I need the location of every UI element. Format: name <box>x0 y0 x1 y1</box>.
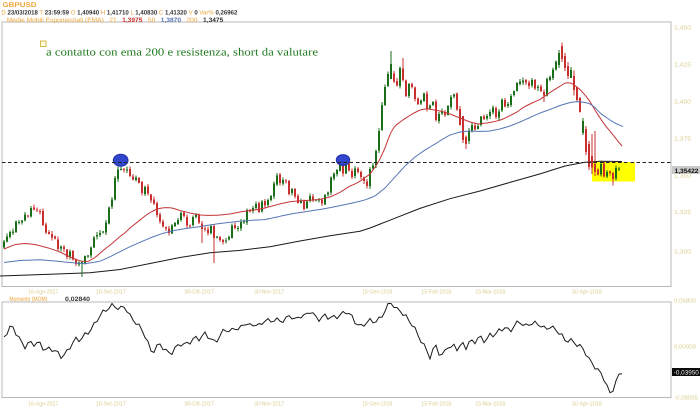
svg-text:GBPUSD: GBPUSD <box>3 2 37 9</box>
svg-text:30-Nov-2017: 30-Nov-2017 <box>254 289 285 296</box>
svg-text:a contatto con ema 200 e resis: a contatto con ema 200 e resistenza, sho… <box>46 47 318 59</box>
svg-text:1,300: 1,300 <box>674 249 692 256</box>
svg-text:D 23/03/2018 T 23:59:59 O 1,40: D 23/03/2018 T 23:59:59 O 1,40940 H 1,41… <box>1 10 237 17</box>
svg-text:15-Set-2017: 15-Set-2017 <box>96 289 127 296</box>
svg-text:0,00000: 0,00000 <box>674 344 697 351</box>
svg-text:0,06800: 0,06800 <box>674 298 697 305</box>
svg-text:-0,08055: -0,08055 <box>674 395 699 402</box>
svg-text:30-Apr-2018: 30-Apr-2018 <box>572 401 603 408</box>
svg-text:Medie Mobili Esponenziali (EMA: Medie Mobili Esponenziali (EMA) 21 1,397… <box>7 17 224 24</box>
svg-text:0,02840: 0,02840 <box>65 296 91 303</box>
svg-text:1,425: 1,425 <box>674 62 692 69</box>
svg-text:-0,03950: -0,03950 <box>674 370 700 377</box>
svg-text:15-Mar-2018: 15-Mar-2018 <box>475 401 506 408</box>
svg-text:15-Mar-2018: 15-Mar-2018 <box>475 289 506 296</box>
svg-text:1,400: 1,400 <box>674 99 692 106</box>
svg-text:15-Gen-2018: 15-Gen-2018 <box>362 401 393 408</box>
svg-text:1,35422: 1,35422 <box>675 168 700 175</box>
svg-text:15-Feb-2018: 15-Feb-2018 <box>421 401 452 408</box>
svg-text:16-Ago-2017: 16-Ago-2017 <box>28 401 59 408</box>
svg-text:1,450: 1,450 <box>674 25 692 32</box>
svg-text:16-Ago-2017: 16-Ago-2017 <box>28 289 59 296</box>
svg-text:1,375: 1,375 <box>674 135 692 142</box>
svg-text:30-Ott-2017: 30-Ott-2017 <box>184 401 215 408</box>
svg-text:1,325: 1,325 <box>674 209 692 216</box>
svg-text:Momento (MOM): Momento (MOM) <box>9 296 47 303</box>
svg-text:15-Gen-2018: 15-Gen-2018 <box>362 289 393 296</box>
svg-text:15-Set-2017: 15-Set-2017 <box>96 401 127 408</box>
svg-text:30-Ott-2017: 30-Ott-2017 <box>184 289 215 296</box>
svg-text:15-Feb-2018: 15-Feb-2018 <box>421 289 452 296</box>
svg-text:30-Apr-2018: 30-Apr-2018 <box>572 289 603 296</box>
svg-text:30-Nov-2017: 30-Nov-2017 <box>254 401 285 408</box>
svg-text:1,350: 1,350 <box>674 172 692 179</box>
